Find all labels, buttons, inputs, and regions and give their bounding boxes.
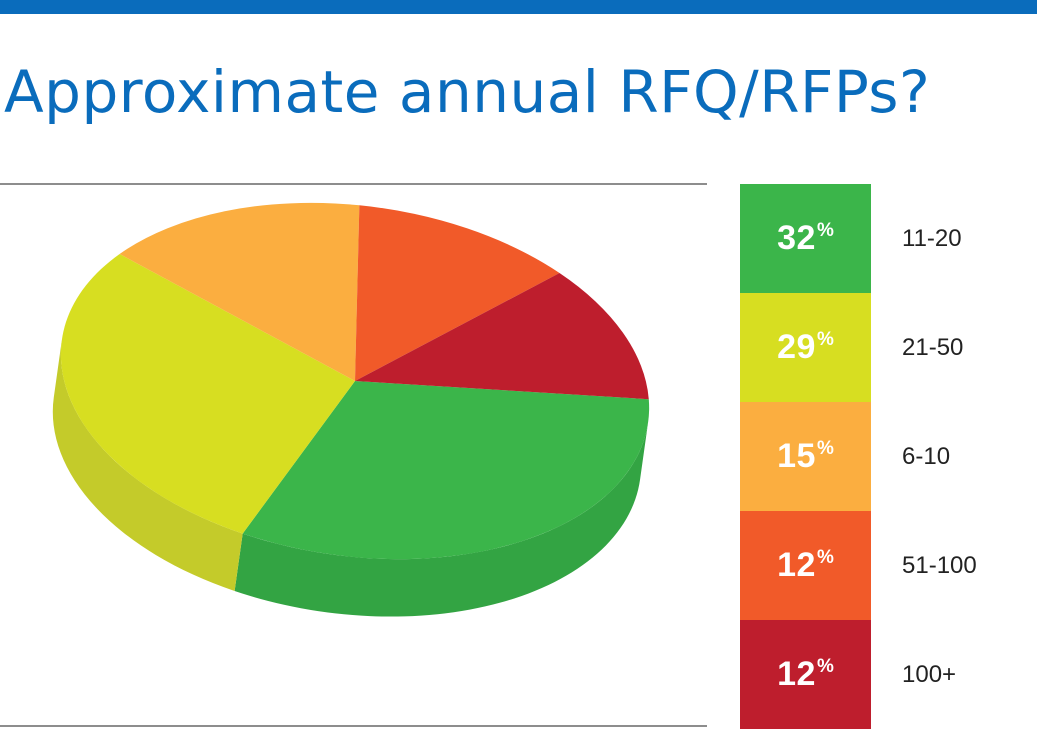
pie-chart (52, 202, 650, 617)
legend-item: 29% 21-50 (740, 293, 1030, 402)
legend-label: 51-100 (902, 551, 977, 579)
legend-swatch: 12% (740, 511, 871, 620)
legend-label: 100+ (902, 660, 957, 688)
legend-percent-sign: % (816, 220, 834, 241)
legend-label: 11-20 (902, 224, 962, 252)
legend-item: 15% 6-10 (740, 402, 1030, 511)
pie-side-11-20 (234, 422, 649, 617)
legend-percentage-value: 15 (777, 437, 816, 475)
pie-slice-100plus (355, 272, 649, 400)
pie-slice-11-20 (242, 381, 650, 560)
legend-percentage-value: 32 (777, 219, 816, 257)
legend-percentage-value: 12 (777, 655, 816, 693)
legend-item: 12% 100+ (740, 620, 1030, 729)
legend-label: 6-10 (902, 442, 951, 470)
legend-swatch: 15% (740, 402, 871, 511)
legend-swatch: 32% (740, 184, 871, 293)
chart-title: Approximate annual RFQ/RFPs? (4, 58, 931, 126)
pie-side-21-50 (52, 339, 243, 592)
legend-percent-sign: % (816, 547, 834, 568)
legend-percentage-value: 12 (777, 546, 816, 584)
legend-swatch: 12% (740, 620, 871, 729)
bottom-divider (0, 725, 707, 727)
pie-slice-21-50 (60, 254, 355, 534)
legend-percentage-value: 29 (777, 328, 816, 366)
legend-swatch: 29% (740, 293, 871, 402)
legend-label: 21-50 (902, 333, 964, 361)
legend-item: 32% 11-20 (740, 184, 1030, 293)
top-divider (0, 183, 707, 185)
legend-item: 12% 51-100 (740, 511, 1030, 620)
pie-slice-51-100 (355, 205, 560, 381)
legend-percent-sign: % (816, 438, 834, 459)
top-accent-bar (0, 0, 1037, 14)
legend-percent-sign: % (816, 656, 834, 677)
pie-slice-6-10 (119, 202, 360, 381)
legend: 32% 11-20 29% 21-50 15% 6-10 12% 51-100 12% 100+ (740, 184, 1030, 729)
legend-percent-sign: % (816, 329, 834, 350)
